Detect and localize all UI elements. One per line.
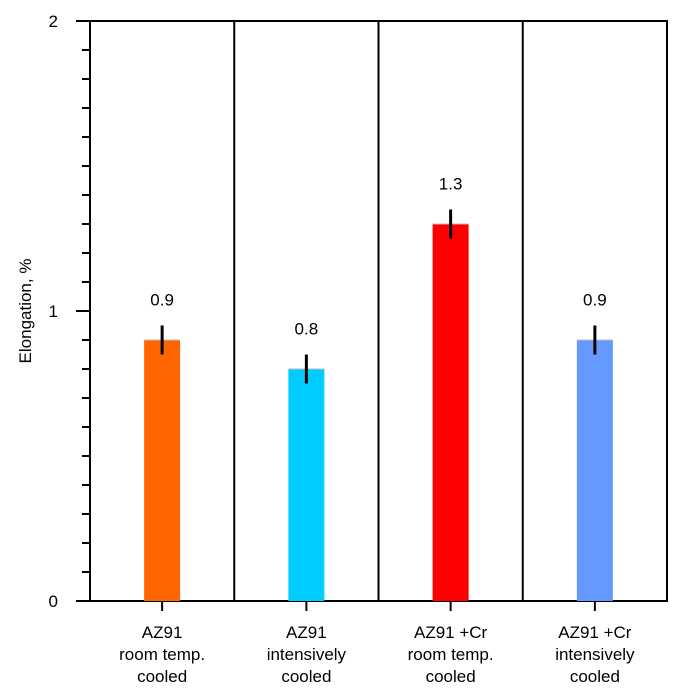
category-label: cooled	[570, 667, 620, 686]
bar	[576, 340, 613, 601]
category-label: AZ91 +Cr	[414, 623, 488, 642]
bar	[288, 369, 325, 601]
bar	[432, 224, 469, 601]
y-tick-label: 2	[49, 12, 58, 31]
category-label: AZ91	[142, 623, 183, 642]
category-label: room temp.	[119, 645, 205, 664]
labels: 0.9 AZ91 room temp. cooled 0.8 AZ91 intensivel…	[119, 175, 635, 687]
category-label: AZ91	[286, 623, 327, 642]
data-label: 1.3	[439, 175, 463, 194]
category-label: cooled	[426, 667, 476, 686]
y-axis-label: Elongation, %	[16, 259, 35, 364]
category-label: cooled	[281, 667, 331, 686]
category-label: AZ91 +Cr	[558, 623, 632, 642]
y-tick-label: 0	[49, 592, 58, 611]
data-label: 0.9	[150, 291, 174, 310]
category-label: intensively	[267, 645, 347, 664]
data-label: 0.9	[583, 291, 607, 310]
category-label: intensively	[555, 645, 635, 664]
bars	[144, 209, 613, 601]
category-label: room temp.	[408, 645, 494, 664]
data-label: 0.8	[295, 320, 319, 339]
y-axis: 0 1 2	[49, 12, 596, 611]
bar	[144, 340, 181, 601]
y-tick-label: 1	[49, 302, 58, 321]
category-label: cooled	[137, 667, 187, 686]
